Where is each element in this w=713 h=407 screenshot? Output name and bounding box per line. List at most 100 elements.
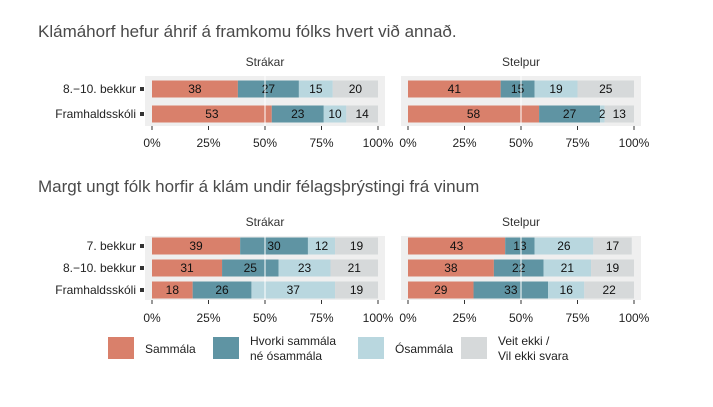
bar-segment [330, 259, 378, 277]
data-label: 27 [563, 107, 577, 121]
bar-segment [408, 80, 501, 98]
data-label: 27 [262, 82, 276, 96]
facet-panel: Strákar 38 27 15 20 53 23 10 14 0% 25% 50% 75% 100% [143, 55, 393, 150]
data-label: 19 [549, 82, 563, 96]
x-tick-label: 50% [509, 136, 533, 150]
data-label: 21 [348, 261, 362, 275]
legend-item: Veit ekki /Vil ekki svara [461, 334, 569, 363]
data-label: 38 [188, 82, 202, 96]
category-label: Framhaldsskóli [55, 107, 136, 121]
legend-item: Sammála [108, 337, 196, 359]
legend-swatch [108, 337, 134, 359]
data-label: 25 [599, 82, 613, 96]
category-tick [140, 266, 144, 270]
bar-segment [192, 281, 252, 299]
facet-panel: Stelpur 41 15 19 25 58 27 2 13 0% 25% 50% 75% 100% [399, 55, 649, 150]
bar-segment [278, 259, 331, 277]
data-label: 14 [356, 107, 370, 121]
x-tick-label: 75% [565, 136, 589, 150]
facet-label: Strákar [246, 215, 285, 229]
data-label: 10 [328, 107, 342, 121]
bar-segment [298, 80, 333, 98]
bar-segment [335, 237, 378, 255]
bar-segment [332, 80, 378, 98]
bar-segment [505, 237, 535, 255]
bar-segment [600, 105, 605, 123]
bar-segment [251, 281, 336, 299]
legend-swatch [213, 337, 239, 359]
bar-segment [346, 105, 378, 123]
data-label: 26 [557, 239, 571, 253]
bar-segment [534, 237, 594, 255]
legend-label: Hvorki sammála [250, 334, 336, 348]
bar-segment [152, 281, 193, 299]
data-label: 12 [315, 239, 329, 253]
bar-segment [604, 105, 634, 123]
category-label: 8.−10. bekkur [63, 261, 136, 275]
bar-segment [152, 259, 223, 277]
data-label: 58 [467, 107, 481, 121]
x-tick-label: 50% [509, 311, 533, 325]
data-label: 25 [244, 261, 258, 275]
bar-segment [493, 259, 544, 277]
legend-label: né ósammála [250, 349, 322, 363]
bar-segment [271, 105, 324, 123]
data-label: 13 [513, 239, 527, 253]
data-label: 2 [599, 107, 606, 121]
data-label: 39 [189, 239, 203, 253]
data-label: 38 [444, 261, 458, 275]
bar-segment [408, 237, 506, 255]
bar-segment [593, 237, 632, 255]
data-label: 20 [349, 82, 363, 96]
chart-title: Klámáhorf hefur áhrif á framkomu fólks h… [38, 22, 457, 41]
facet-panel: Stelpur 43 13 26 17 38 22 21 19 29 33 16 22 0% 25% 50% 7… [399, 215, 649, 325]
category-label: Framhaldsskóli [55, 283, 136, 297]
bar-segment [473, 281, 549, 299]
x-tick-label: 100% [619, 311, 650, 325]
data-label: 41 [448, 82, 462, 96]
x-tick-label: 25% [196, 311, 220, 325]
bar-segment [152, 80, 238, 98]
bar-segment [152, 105, 272, 123]
data-label: 15 [309, 82, 323, 96]
facet-label: Stelpur [502, 55, 540, 69]
x-tick-label: 25% [452, 311, 476, 325]
facet-label: Strákar [246, 55, 285, 69]
data-label: 22 [602, 283, 616, 297]
facet-label: Stelpur [502, 215, 540, 229]
bar-segment [548, 281, 585, 299]
data-label: 18 [166, 283, 180, 297]
data-label: 37 [287, 283, 301, 297]
bar-segment [500, 80, 535, 98]
legend-label: Veit ekki / [498, 334, 550, 348]
chart-1: Klámáhorf hefur áhrif á framkomu fólks h… [38, 22, 650, 150]
data-label: 30 [267, 239, 281, 253]
facet-panel: Strákar 39 30 12 19 31 25 23 21 18 26 37 19 0% 25% 50% 7… [143, 215, 393, 325]
bar-segment [543, 259, 592, 277]
data-label: 23 [298, 261, 312, 275]
bar-segment [307, 237, 336, 255]
x-tick-label: 50% [253, 311, 277, 325]
legend-label: Ósammála [395, 341, 453, 356]
x-tick-label: 25% [196, 136, 220, 150]
bar-segment [237, 80, 299, 98]
data-label: 31 [180, 261, 194, 275]
x-tick-label: 75% [565, 311, 589, 325]
data-label: 13 [613, 107, 627, 121]
x-tick-label: 100% [619, 136, 650, 150]
x-tick-label: 0% [399, 311, 417, 325]
bar-segment [152, 237, 241, 255]
data-label: 21 [561, 261, 575, 275]
category-tick [140, 112, 144, 116]
legend-label: Vil ekki svara [498, 349, 569, 363]
data-label: 22 [512, 261, 526, 275]
data-label: 16 [560, 283, 574, 297]
x-tick-label: 25% [452, 136, 476, 150]
bar-segment [335, 281, 378, 299]
data-label: 19 [606, 261, 620, 275]
bar-segment [539, 105, 601, 123]
bar-segment [408, 281, 474, 299]
